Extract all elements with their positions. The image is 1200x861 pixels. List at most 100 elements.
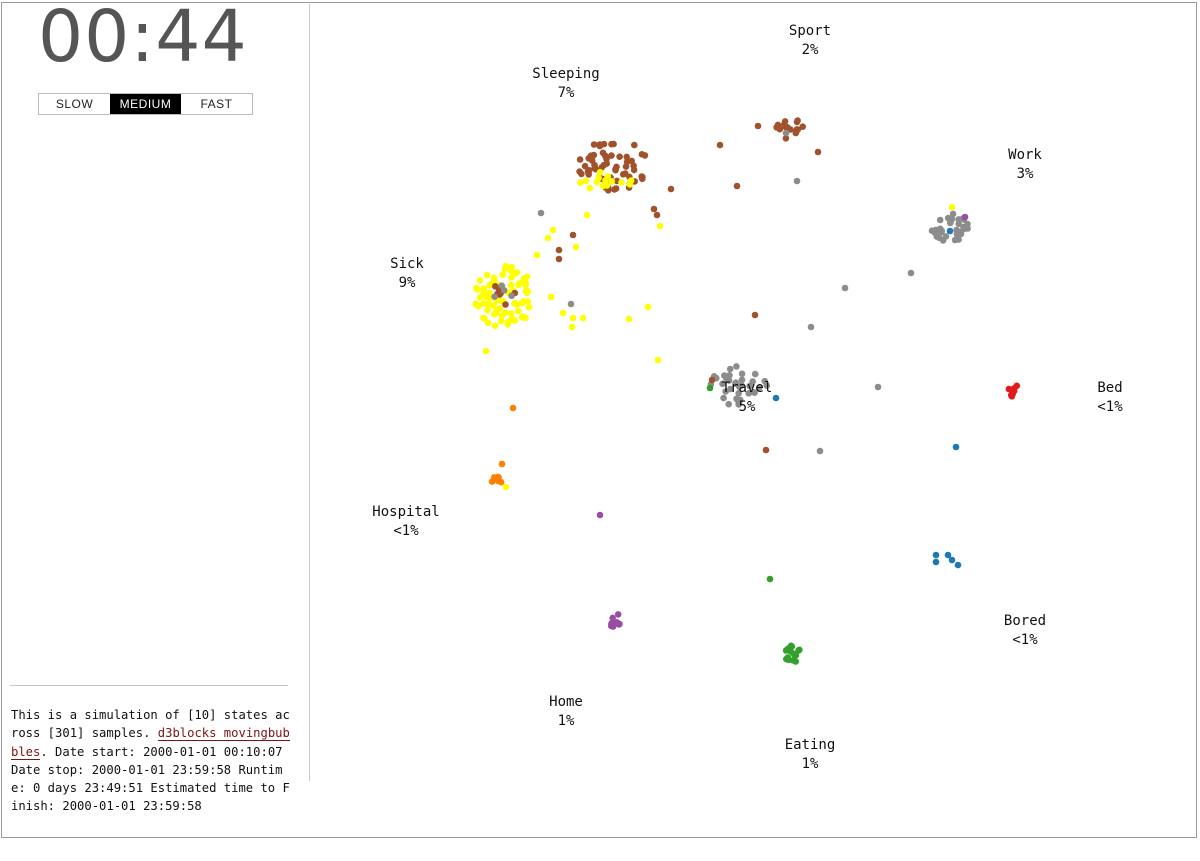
bubble <box>932 551 940 559</box>
state-label-hospital: Hospital <box>372 504 439 520</box>
state-label-bed: Bed <box>1097 380 1122 396</box>
bubble <box>586 184 594 192</box>
bubble <box>954 561 962 569</box>
bubble <box>751 311 759 319</box>
bubble <box>481 315 488 322</box>
bubble <box>537 209 545 217</box>
bubble-layer <box>472 117 1021 665</box>
bubble <box>600 140 608 148</box>
bubble <box>949 210 957 218</box>
state-label-sick: Sick <box>390 256 424 272</box>
bubble <box>738 376 746 384</box>
bubble <box>667 185 675 193</box>
bubble <box>518 313 526 321</box>
bubble <box>501 309 509 317</box>
bubble <box>653 211 661 219</box>
bubble <box>719 380 726 388</box>
bubble <box>508 310 515 317</box>
panel-divider <box>309 4 310 781</box>
state-percent-home: 1% <box>558 713 575 729</box>
state-label-home: Home <box>549 694 583 710</box>
bubble <box>507 281 515 289</box>
bubble <box>576 168 583 175</box>
bubble <box>735 390 742 397</box>
bubble <box>555 246 563 254</box>
bubble <box>502 483 510 491</box>
bubble <box>721 372 728 379</box>
bubble <box>766 575 774 583</box>
bubble <box>608 140 615 148</box>
bubble <box>559 309 567 317</box>
speed-medium-button[interactable]: MEDIUM <box>110 94 181 114</box>
bubble <box>773 124 780 131</box>
state-label-travel: Travel <box>722 380 773 396</box>
bubble <box>596 168 604 176</box>
bubble <box>496 305 504 312</box>
bubble <box>762 446 770 454</box>
bubble <box>480 300 487 307</box>
bubble <box>790 650 797 658</box>
speed-slow-button[interactable]: SLOW <box>39 94 110 114</box>
bubble <box>788 643 796 650</box>
bubble <box>498 282 506 290</box>
bubble <box>499 271 507 279</box>
simulation-info: This is a simulation of [10] states acro… <box>11 706 291 816</box>
bubble <box>947 219 954 226</box>
bubble <box>549 226 557 234</box>
bubble <box>626 181 634 188</box>
bubble <box>944 551 952 559</box>
speed-fast-button[interactable]: FAST <box>181 94 252 114</box>
bubble <box>749 378 756 385</box>
bubble <box>1007 386 1015 394</box>
bubble <box>484 319 492 327</box>
bubble <box>948 556 956 564</box>
bubble <box>706 384 714 392</box>
state-label-eating: Eating <box>785 737 836 753</box>
bubble <box>782 123 789 131</box>
bubble <box>732 379 740 387</box>
bubble <box>708 376 716 384</box>
d3blocks-link[interactable]: d3blocks movingbubbles <box>11 726 290 760</box>
bubble <box>623 153 630 161</box>
bubble <box>751 389 758 397</box>
state-percent-sleeping: 7% <box>558 85 575 101</box>
bubble <box>569 231 577 239</box>
bubble <box>816 447 824 455</box>
bubble <box>488 478 496 485</box>
bubble <box>751 370 759 378</box>
bubble <box>761 377 769 385</box>
state-label-sleeping: Sleeping <box>532 66 599 82</box>
bubble <box>572 243 580 251</box>
app-frame <box>1 2 1197 838</box>
bubble <box>502 301 509 308</box>
bubble <box>733 363 740 370</box>
bubble <box>586 167 593 174</box>
bubble <box>576 156 584 163</box>
bubble <box>631 141 638 149</box>
bubble <box>796 646 803 654</box>
bubble <box>644 303 652 311</box>
bubble <box>948 203 956 211</box>
bubble <box>599 182 607 190</box>
bubble <box>480 289 487 297</box>
bubble <box>952 443 960 451</box>
bubble <box>782 647 790 654</box>
state-percent-travel: 5% <box>739 399 756 415</box>
bubble <box>716 141 724 149</box>
bubble <box>491 322 499 330</box>
state-label-work: Work <box>1008 147 1042 163</box>
bubble <box>475 302 482 310</box>
bubble <box>498 460 506 468</box>
bubble <box>590 141 598 148</box>
bubble <box>616 620 623 628</box>
state-percent-work: 3% <box>1017 166 1034 182</box>
bubble <box>515 281 522 289</box>
bubble <box>725 377 733 384</box>
bubble <box>596 511 604 519</box>
bubble <box>491 293 498 301</box>
info-divider <box>10 685 288 686</box>
bubble <box>614 611 622 618</box>
bubble <box>484 306 491 314</box>
bubble <box>608 178 616 185</box>
bubble <box>511 317 519 325</box>
